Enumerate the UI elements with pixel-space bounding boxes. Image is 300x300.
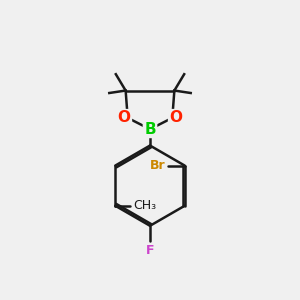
- Text: O: O: [169, 110, 182, 125]
- Text: CH₃: CH₃: [133, 199, 156, 212]
- Text: O: O: [118, 110, 130, 125]
- Text: B: B: [144, 122, 156, 137]
- Text: F: F: [146, 244, 154, 256]
- Text: Br: Br: [150, 159, 165, 172]
